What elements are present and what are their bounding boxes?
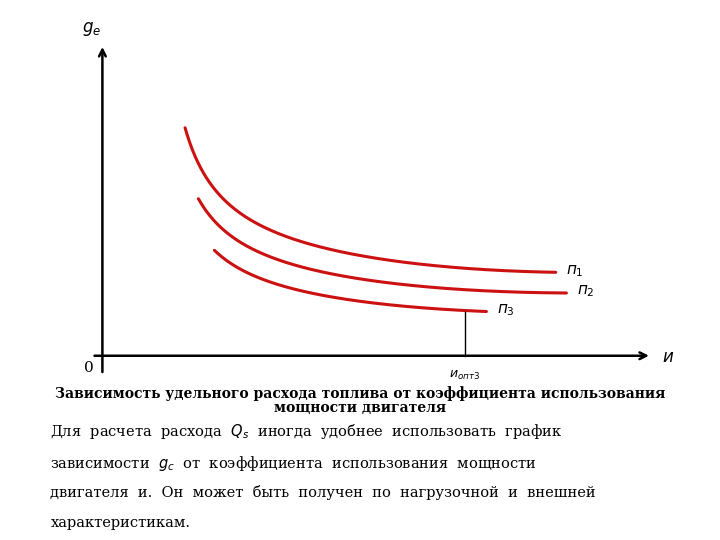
- Text: Для  расчета  расхода  $Q_s$  иногда  удобнее  использовать  график: Для расчета расхода $Q_s$ иногда удобнее…: [50, 422, 563, 441]
- Text: $п_1$: $п_1$: [567, 263, 584, 279]
- Text: двигателя  и.  Он  может  быть  получен  по  нагрузочной  и  внешней: двигателя и. Он может быть получен по на…: [50, 485, 596, 500]
- Text: Зависимость удельного расхода топлива от коэффициента использования: Зависимость удельного расхода топлива от…: [55, 386, 665, 401]
- Text: $g_e$: $g_e$: [82, 20, 102, 38]
- Text: $п_3$: $п_3$: [497, 302, 515, 318]
- Text: зависимости  $g_c$  от  коэффициента  использования  мощности: зависимости $g_c$ от коэффициента исполь…: [50, 454, 537, 472]
- Text: $и_{опт 3}$: $и_{опт 3}$: [449, 368, 481, 382]
- Text: 0: 0: [84, 361, 94, 375]
- Text: $п_2$: $п_2$: [577, 284, 595, 299]
- Text: $и$: $и$: [662, 349, 675, 366]
- Text: мощности двигателя: мощности двигателя: [274, 401, 446, 415]
- Text: характеристикам.: характеристикам.: [50, 516, 190, 530]
